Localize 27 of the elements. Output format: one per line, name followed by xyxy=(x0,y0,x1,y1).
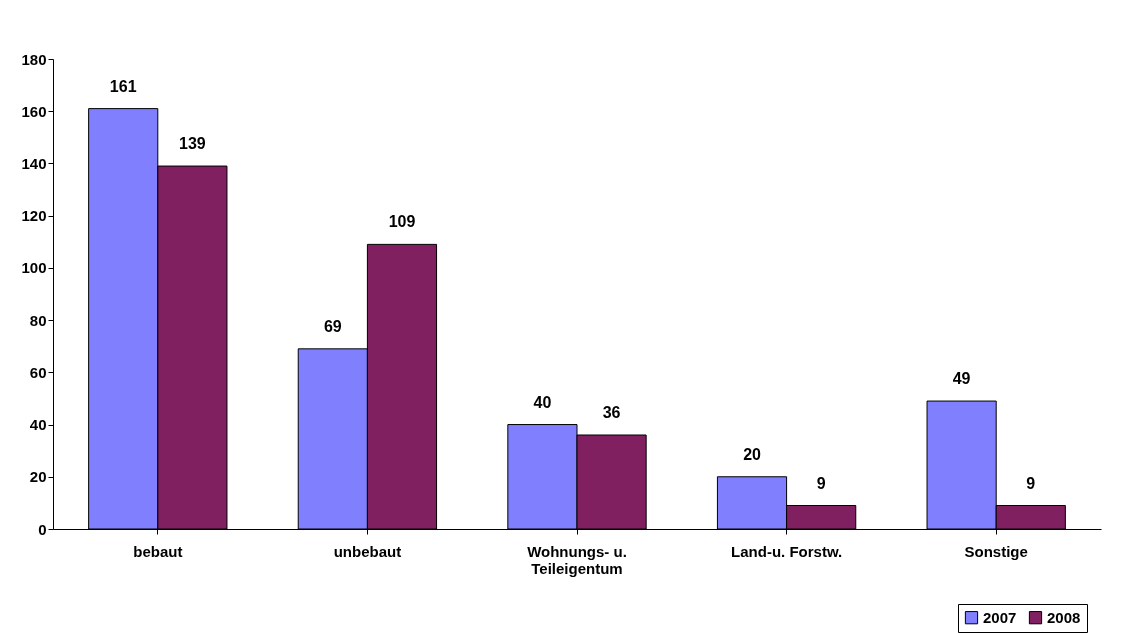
legend-label: 2007 xyxy=(983,608,1017,626)
data-label: 9 xyxy=(816,474,826,492)
y-tick-label: 40 xyxy=(29,416,47,434)
data-label: 139 xyxy=(179,135,206,153)
y-tick-label: 20 xyxy=(29,468,47,486)
data-label: 109 xyxy=(388,213,416,231)
x-tick-label: Land-u. Forstw. xyxy=(731,542,843,560)
data-label: 49 xyxy=(952,370,971,388)
y-tick-label: 160 xyxy=(21,102,47,120)
y-tick-label: 180 xyxy=(21,50,47,68)
data-label: 161 xyxy=(109,77,137,95)
y-tick-label: 140 xyxy=(21,154,47,172)
data-label: 40 xyxy=(533,393,552,411)
y-tick-label: 60 xyxy=(29,363,47,381)
x-tick-label: bebaut xyxy=(133,542,183,560)
x-tick-label: unbebaut xyxy=(333,542,402,560)
legend-label: 2008 xyxy=(1047,608,1081,626)
data-label: 20 xyxy=(743,445,762,463)
data-label: 9 xyxy=(1026,474,1036,492)
x-tick-label: Sonstige xyxy=(964,542,1028,560)
y-tick-label: 0 xyxy=(38,520,47,538)
data-label: 36 xyxy=(602,404,621,421)
y-tick-label: 100 xyxy=(21,259,47,277)
y-tick-label: 120 xyxy=(21,207,47,225)
x-tick-label: Wohnungs- u. Teileigentum xyxy=(527,542,627,577)
data-label: 69 xyxy=(323,317,342,335)
y-tick-label: 80 xyxy=(29,311,47,329)
